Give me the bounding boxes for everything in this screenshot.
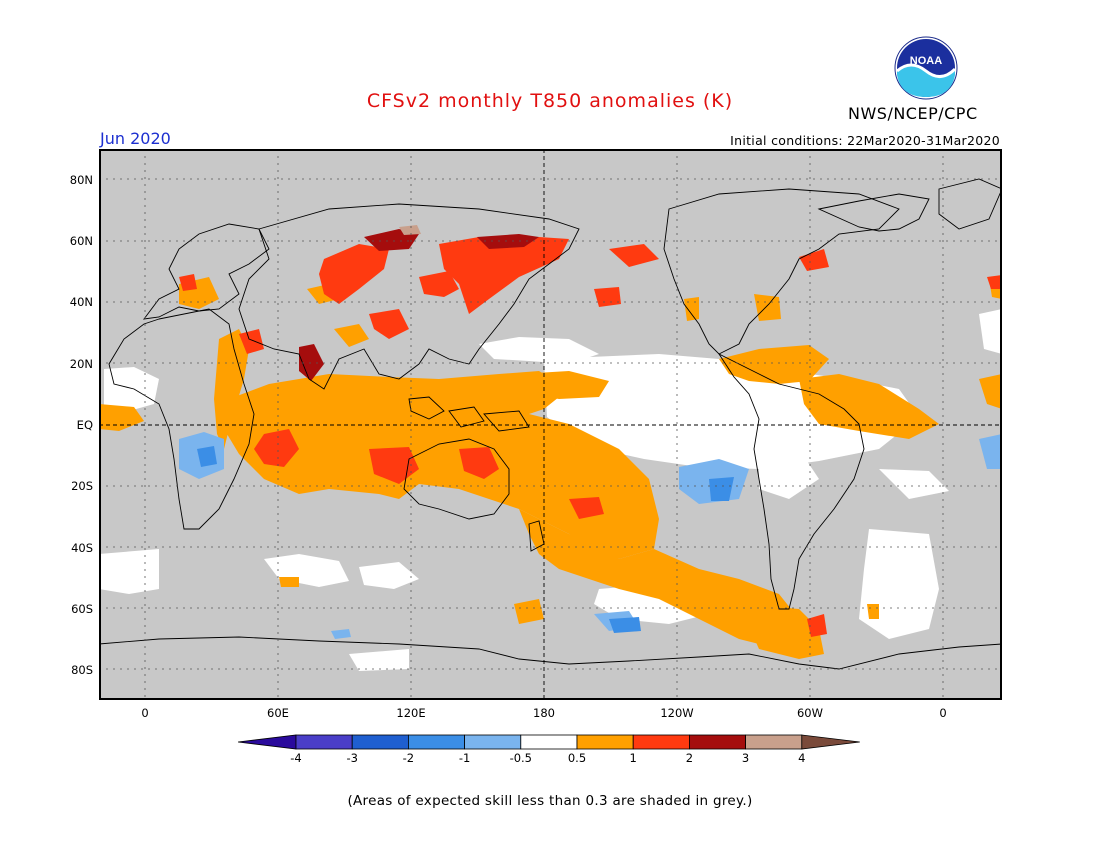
colorbar-swatch	[632, 734, 690, 750]
colorbar	[238, 734, 860, 750]
map-title: CFSv2 monthly T850 anomalies (K)	[366, 90, 734, 112]
strong-negative-anomaly-regions	[197, 446, 734, 633]
colorbar-tick-label: 3	[741, 751, 750, 765]
lon-label: 120W	[660, 706, 694, 720]
colorbar-tick-label: -0.5	[509, 751, 533, 765]
colorbar-max-arrow	[801, 734, 860, 750]
colorbar-tick-label: -4	[290, 751, 302, 765]
coastlines	[99, 178, 1002, 670]
lat-label: 60N	[69, 234, 93, 248]
colorbar-tick-label: -3	[346, 751, 358, 765]
positive-anomaly-regions	[99, 277, 1002, 659]
colorbar-min-arrow	[238, 734, 297, 750]
lat-label: 20S	[71, 479, 93, 493]
lon-label: 180	[533, 706, 555, 720]
colorbar-swatch	[688, 734, 746, 750]
colorbar-swatch	[407, 734, 465, 750]
initial-conditions: Initial conditions: 22Mar2020-31Mar2020	[730, 133, 1000, 148]
lat-label: 40S	[71, 541, 93, 555]
lat-label: 60S	[71, 602, 93, 616]
colorbar-swatch	[295, 734, 353, 750]
colorbar-tick-label: 4	[798, 751, 806, 765]
anomaly-map	[99, 149, 1002, 700]
lon-label: 60E	[267, 706, 289, 720]
skill-footnote: (Areas of expected skill less than 0.3 a…	[347, 793, 753, 809]
lon-label: 0	[141, 706, 149, 720]
colorbar-swatch	[351, 734, 409, 750]
lon-label: 60W	[796, 706, 823, 720]
colorbar-tick-label: 1	[629, 751, 637, 765]
colorbar-tick-label: -2	[402, 751, 415, 765]
colorbar-swatch	[520, 734, 578, 750]
lat-label: 20N	[69, 357, 93, 371]
graticule	[99, 149, 1002, 700]
noaa-logo: NOAA	[894, 36, 958, 100]
lat-label: EQ	[76, 418, 93, 432]
lat-label: 80S	[71, 663, 93, 677]
logo-text: NOAA	[910, 55, 942, 67]
lon-label: 120E	[396, 706, 426, 720]
very-strong-positive-anomaly-regions	[299, 229, 539, 381]
colorbar-tick-label: -1	[458, 751, 471, 765]
lat-label: 80N	[69, 173, 93, 187]
strong-positive-anomaly-regions	[179, 237, 1002, 637]
colorbar-swatch	[745, 734, 803, 750]
map-frame	[99, 149, 1002, 700]
colorbar-tick-label: 0.5	[567, 751, 587, 765]
lat-label: 40N	[69, 295, 93, 309]
colorbar-tick-label: 2	[685, 751, 694, 765]
forecast-month: Jun 2020	[100, 129, 171, 148]
lon-label: 0	[939, 706, 947, 720]
colorbar-swatch	[576, 734, 634, 750]
colorbar-swatch	[464, 734, 522, 750]
organization-label: NWS/NCEP/CPC	[848, 104, 978, 123]
extreme-anomaly-region	[399, 225, 421, 235]
